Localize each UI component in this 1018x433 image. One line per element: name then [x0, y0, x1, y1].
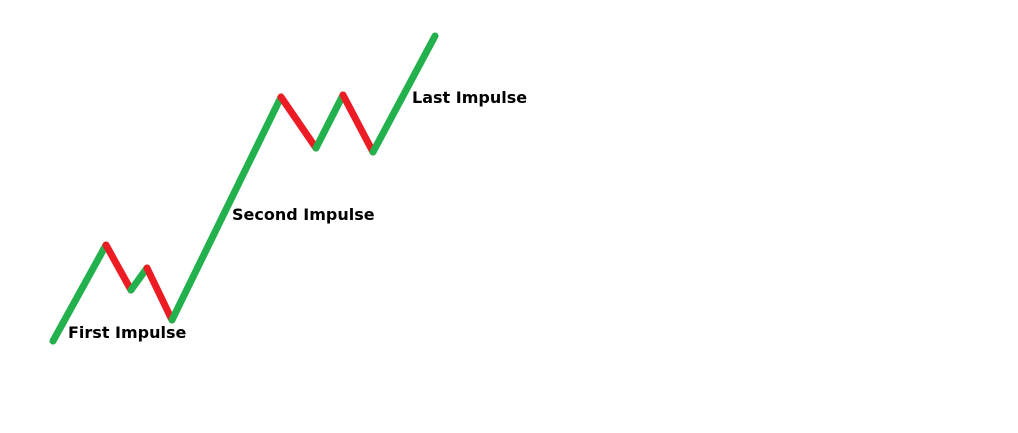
down-leg-2 [143, 264, 176, 324]
up-leg-3 [168, 93, 285, 324]
up-leg-5 [369, 32, 439, 156]
up-leg-4 [312, 91, 347, 152]
down-leg-1 [102, 241, 135, 294]
down-leg-4 [339, 91, 377, 156]
up-leg-1 [49, 241, 110, 345]
down-leg-3 [277, 93, 320, 152]
second-impulse-label: Second Impulse [232, 205, 375, 224]
up-leg-2 [127, 264, 151, 294]
last-impulse-label: Last Impulse [412, 88, 528, 107]
first-impulse-label: First Impulse [68, 323, 187, 342]
